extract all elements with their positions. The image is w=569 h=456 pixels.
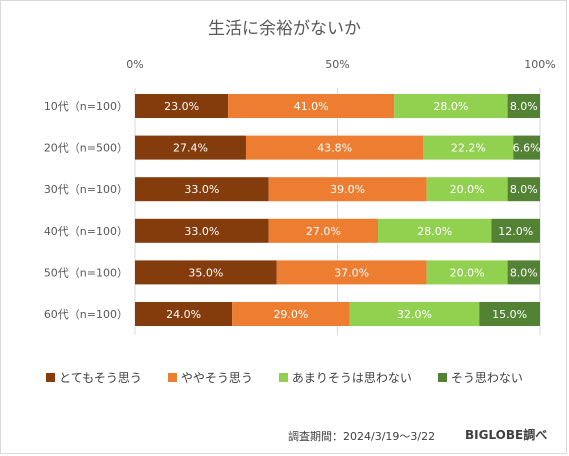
bar-segment [378, 218, 492, 243]
data-label: 33.0% [184, 183, 219, 196]
legend-item: あまりそうは思わない [278, 369, 412, 386]
x-tick-label: 50% [325, 58, 349, 71]
stacked-bar-chart: 0% 50% 100% 10代（n=100） 23.0% 41.0% 28.0% 8.0% 20… [44, 58, 556, 335]
bar-segment [426, 177, 508, 202]
data-label: 24.0% [166, 308, 201, 321]
legend-label: ややそう思う [180, 371, 253, 385]
bar-segment [228, 94, 395, 118]
x-tick-label: 0% [126, 58, 143, 71]
chart-title: 生活に余裕がないか [208, 19, 361, 39]
bar-segment [507, 260, 540, 285]
legend-item: とてもそう思う [46, 369, 142, 386]
bar-segment [135, 302, 233, 326]
x-tick-label: 100% [524, 58, 555, 71]
bar-segment [268, 218, 378, 243]
category-label: 50代（n=100） [44, 266, 128, 279]
data-label: 33.0% [184, 225, 219, 238]
bar-segment [276, 260, 427, 285]
bar-segment [507, 177, 540, 202]
bar-segment [135, 260, 277, 285]
bar-segment [232, 302, 350, 326]
bar-segment [135, 135, 246, 160]
legend-label: あまりそうは思わない [291, 371, 412, 385]
legend-item: ややそう思う [167, 369, 253, 386]
data-label: 23.0% [164, 100, 199, 113]
data-label: 37.0% [334, 266, 369, 279]
legend-swatch [278, 373, 288, 382]
legend-swatch [46, 373, 56, 382]
bar-segment [135, 177, 269, 202]
legend-swatch [437, 373, 447, 382]
data-label: 29.0% [273, 308, 308, 321]
data-label: 20.0% [450, 183, 485, 196]
legend-label: とてもそう思う [59, 371, 142, 385]
legend-swatch [167, 373, 177, 382]
data-label: 15.0% [492, 308, 527, 321]
category-label: 20代（n=500） [44, 142, 128, 155]
data-label: 41.0% [294, 100, 329, 113]
legend-label: そう思わない [450, 371, 523, 385]
data-label: 28.0% [433, 100, 468, 113]
source-brand: BIGLOBE調べ [465, 428, 548, 442]
data-label: 22.2% [451, 142, 486, 155]
category-label: 40代（n=100） [44, 225, 128, 238]
bar-segment [507, 94, 540, 118]
bar-segment [513, 135, 540, 160]
data-label: 39.0% [330, 183, 365, 196]
data-label: 32.0% [397, 308, 432, 321]
bar-segment [245, 135, 424, 160]
category-label: 10代（n=100） [44, 100, 128, 113]
bar-segment [423, 135, 514, 160]
data-label: 8.0% [510, 183, 538, 196]
bar-segment [394, 94, 508, 118]
data-label: 20.0% [450, 266, 485, 279]
data-label: 8.0% [510, 266, 538, 279]
bar-segment [491, 218, 540, 243]
data-label: 27.0% [306, 225, 341, 238]
data-label: 8.0% [510, 100, 538, 113]
survey-period-note: 調査期間：2024/3/19〜3/22 [288, 430, 436, 443]
data-label: 12.0% [498, 225, 533, 238]
data-label: 35.0% [188, 266, 223, 279]
data-label: 6.6% [513, 142, 541, 155]
legend-item: そう思わない [437, 369, 523, 386]
bar-segment [135, 218, 269, 243]
bar-segment [479, 302, 540, 326]
data-label: 43.8% [317, 142, 352, 155]
bar-segment [268, 177, 427, 202]
category-label: 60代（n=100） [44, 308, 128, 321]
data-label: 27.4% [173, 142, 208, 155]
bar-segment [426, 260, 508, 285]
bar-segment [349, 302, 480, 326]
chart-legend: とてもそう思う ややそう思う あまりそうは思わない そう思わない [0, 369, 569, 386]
bar-segment [135, 94, 229, 118]
category-label: 30代（n=100） [44, 183, 128, 196]
data-label: 28.0% [417, 225, 452, 238]
